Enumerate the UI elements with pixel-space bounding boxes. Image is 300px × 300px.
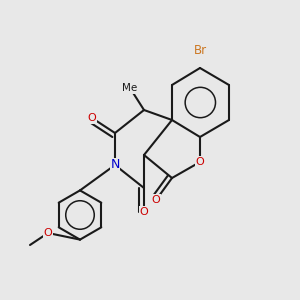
Text: O: O xyxy=(44,228,52,238)
Text: Me: Me xyxy=(122,83,138,93)
Text: N: N xyxy=(110,158,120,172)
Text: O: O xyxy=(88,113,96,123)
Text: O: O xyxy=(196,157,204,167)
Text: O: O xyxy=(140,207,148,217)
Text: Br: Br xyxy=(194,44,207,56)
Text: O: O xyxy=(152,195,160,205)
